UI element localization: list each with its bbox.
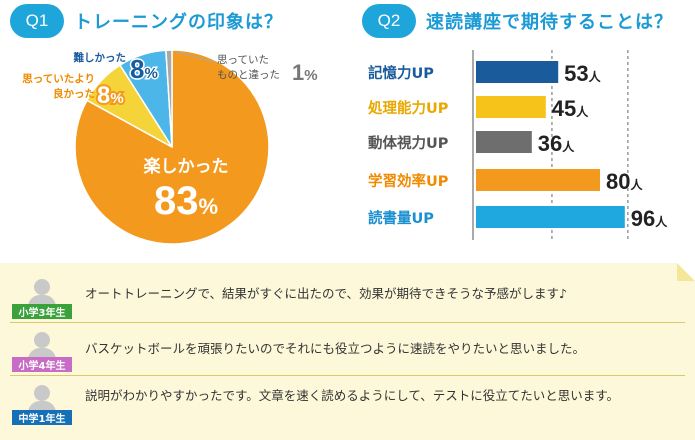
pie-slice-4 (165, 49, 173, 148)
bar-4 (476, 169, 600, 191)
bar-value-label: 80人 (606, 169, 643, 194)
comment-text: バスケットボールを頑張りたいのでそれにも役立つように速読をやりたいと思いました。 (85, 341, 586, 356)
bar-category-label: 処理能力UP (368, 99, 449, 117)
comments-section: 小学3年生 オートトレーニングで、結果がすぐに出たので、効果が期待できそうな予感… (0, 263, 695, 440)
pie-label-hard: 難しかった (73, 51, 127, 64)
pie-slice-1 (74, 49, 270, 245)
grade-badge: 中学1年生 (12, 410, 72, 425)
bar-category-label: 動体視力UP (368, 134, 449, 152)
bar-value-label: 45人 (552, 96, 589, 121)
grade-badge: 小学3年生 (12, 304, 72, 319)
bar-5 (476, 206, 625, 228)
pie-leader-line (175, 51, 216, 63)
q1-header: Q1 トレーニングの印象は？ (10, 4, 283, 38)
bar-value-label: 36人 (538, 131, 575, 156)
comment-text: 説明がわかりやすかったです。文章を速く読めるようにして、テストに役立てたいと思い… (85, 388, 620, 403)
bar-1 (476, 61, 559, 83)
corner-fold (677, 263, 695, 281)
divider (10, 322, 685, 323)
pie-label-better-2: 良かった (53, 87, 95, 100)
q2-title: 速読講座で期待することは？ (426, 12, 673, 33)
bar-category-label: 学習効率UP (368, 172, 449, 190)
bar-category-label: 読書量UP (368, 209, 434, 227)
comment-text: オートトレーニングで、結果がすぐに出たので、効果が期待できそうな予感がします♪ (85, 286, 567, 301)
comment-row-2: 小学4年生 バスケットボールを頑張りたいのでそれにも役立つように速読をやりたいと… (0, 326, 695, 376)
pie-value-better: 8% (97, 82, 124, 109)
q1-badge: Q1 (10, 4, 64, 38)
pie-value-diff: 1% (292, 60, 318, 85)
q1-title: トレーニングの印象は？ (74, 12, 283, 33)
bar-2 (476, 96, 546, 118)
pie-label-fun: 楽しかった (144, 156, 229, 177)
pie-value-fun: 83% (154, 179, 218, 223)
pie-label-diff-1: 思っていた (217, 54, 269, 66)
bar-value-label: 53人 (564, 61, 601, 86)
q2-badge: Q2 (362, 4, 416, 38)
q2-header: Q2 速読講座で期待することは？ (362, 4, 673, 38)
divider (10, 375, 685, 376)
comment-row-3: 中学1年生 説明がわかりやすかったです。文章を速く読めるようにして、テストに役立… (0, 379, 695, 429)
pie-value-hard: 8% (130, 54, 158, 84)
pie-label-diff-2: ものと違った (217, 68, 280, 81)
bar-category-label: 記憶力UP (368, 64, 434, 82)
grade-badge: 小学4年生 (12, 357, 72, 372)
comment-row-1: 小学3年生 オートトレーニングで、結果がすぐに出たので、効果が期待できそうな予感… (0, 273, 695, 323)
bar-3 (476, 131, 532, 153)
pie-label-better-1: 思っていたより (22, 73, 95, 85)
bar-value-label: 96人 (631, 206, 668, 231)
